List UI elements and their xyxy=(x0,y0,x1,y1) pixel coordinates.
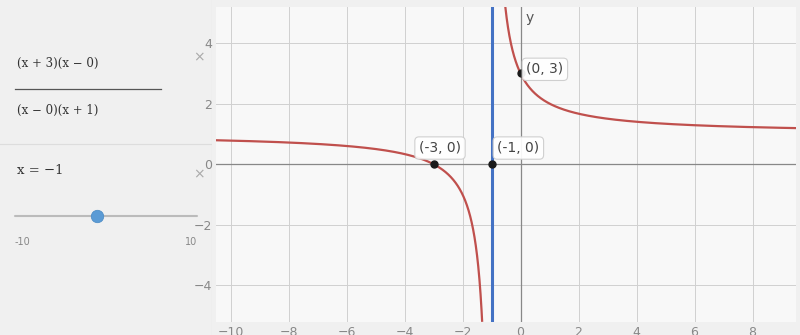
Text: 10: 10 xyxy=(185,237,197,247)
Text: (x + 3)(x − 0): (x + 3)(x − 0) xyxy=(17,57,98,70)
Text: (0, 3): (0, 3) xyxy=(526,62,563,76)
Text: -10: -10 xyxy=(15,237,30,247)
Text: ×: × xyxy=(194,167,205,181)
Text: (x − 0)(x + 1): (x − 0)(x + 1) xyxy=(17,104,98,117)
Text: x = −1: x = −1 xyxy=(17,164,63,177)
Text: (-1, 0): (-1, 0) xyxy=(498,141,539,155)
Text: ×: × xyxy=(194,50,205,64)
Text: (-3, 0): (-3, 0) xyxy=(419,141,461,155)
Text: y: y xyxy=(526,11,534,25)
